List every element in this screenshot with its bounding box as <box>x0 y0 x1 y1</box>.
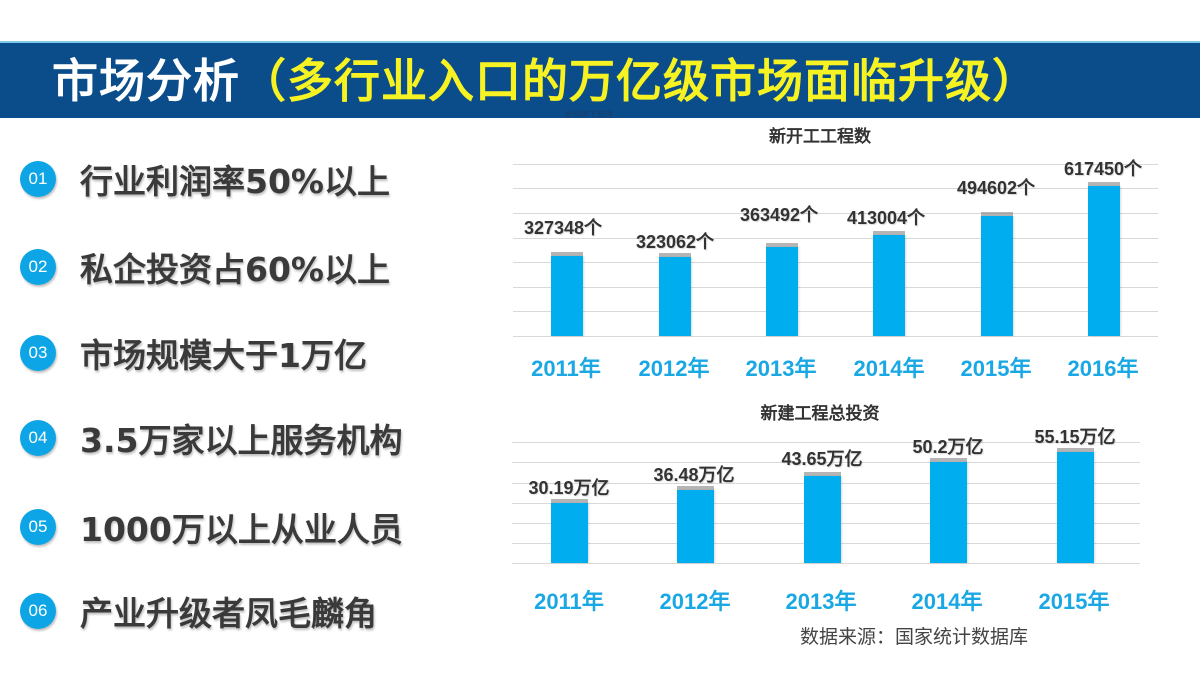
number-badge: 06 <box>20 593 56 629</box>
key-point-3: 03 市场规模大于1万亿 <box>20 328 367 378</box>
x-tick-label: 2012年 <box>659 589 731 614</box>
bar-2015 <box>981 216 1013 336</box>
x-tick-label: 2013年 <box>745 356 817 381</box>
bar-value-label: 36.48万亿 <box>653 465 735 485</box>
bar-value-label: 617450个 <box>1063 159 1143 179</box>
bar-2011 <box>551 256 583 336</box>
x-tick-label: 2015年 <box>960 356 1032 381</box>
x-axis-baseline <box>513 336 1158 337</box>
title-subtitle: （多行业入口的万亿级市场面临升级） <box>240 54 1039 108</box>
bar-2013 <box>766 247 798 336</box>
key-point-text: 产业升级者凤毛麟角 <box>80 594 377 633</box>
key-point-text: 行业利润率50%以上 <box>80 162 390 201</box>
x-tick-label: 2014年 <box>853 356 925 381</box>
x-tick-label: 2011年 <box>531 356 601 381</box>
bar-2013 <box>804 476 841 563</box>
key-point-4: 04 3.5万家以上服务机构 <box>20 413 402 463</box>
bar-2015 <box>1057 452 1094 563</box>
gridline <box>513 188 1158 189</box>
bar-2012 <box>659 257 691 336</box>
bar-value-label: 327348个 <box>523 218 603 238</box>
gridline <box>512 462 1140 463</box>
data-source-note: 数据来源：国家统计数据库 <box>800 626 1029 648</box>
number-badge: 02 <box>20 249 56 285</box>
gridline <box>512 442 1140 443</box>
title-banner: 市场分析（多行业入口的万亿级市场面临升级） 梧桐树下整理 <box>0 41 1200 119</box>
watermark: 梧桐树下整理 <box>565 110 613 119</box>
number-badge: 05 <box>20 509 56 545</box>
bar-value-label: 50.2万亿 <box>912 437 984 457</box>
gridline <box>513 213 1158 214</box>
key-point-text: 1000万以上从业人员 <box>80 510 403 549</box>
gridline <box>513 164 1158 165</box>
number-badge: 04 <box>20 420 56 456</box>
gridline <box>513 238 1158 239</box>
bar-value-label: 363492个 <box>739 205 819 225</box>
key-point-2: 02 私企投资占60%以上 <box>20 242 390 292</box>
key-point-1: 01 行业利润率50%以上 <box>20 154 390 204</box>
gridline <box>513 262 1158 263</box>
bar-value-label: 43.65万亿 <box>781 449 863 469</box>
x-tick-label: 2011年 <box>534 589 604 614</box>
x-tick-label: 2014年 <box>911 589 983 614</box>
chart-title: 新建工程总投资 <box>760 404 880 424</box>
bar-value-label: 413004个 <box>846 208 926 228</box>
number-badge: 03 <box>20 335 56 371</box>
key-point-text: 3.5万家以上服务机构 <box>80 421 403 460</box>
bar-2011 <box>551 503 588 563</box>
key-point-6: 06 产业升级者凤毛麟角 <box>20 586 377 636</box>
bar-value-label: 323062个 <box>635 232 715 252</box>
x-axis-baseline <box>512 563 1140 564</box>
key-point-text: 私企投资占60%以上 <box>80 250 390 289</box>
bar-2014 <box>930 462 967 563</box>
key-point-text: 市场规模大于1万亿 <box>80 336 367 375</box>
title-main: 市场分析 <box>52 54 240 108</box>
bar-2014 <box>873 235 905 336</box>
chart-title: 新开工工程数 <box>769 127 871 147</box>
key-point-5: 05 1000万以上从业人员 <box>20 502 403 552</box>
x-tick-label: 2016年 <box>1067 356 1139 381</box>
bar-2016 <box>1088 186 1120 336</box>
x-tick-label: 2013年 <box>785 589 857 614</box>
gridline <box>513 311 1158 312</box>
number-badge: 01 <box>20 161 56 197</box>
gridline <box>513 287 1158 288</box>
page-title: 市场分析（多行业入口的万亿级市场面临升级） <box>52 51 1039 111</box>
bar-value-label: 494602个 <box>956 178 1036 198</box>
x-tick-label: 2015年 <box>1038 589 1110 614</box>
bar-value-label: 30.19万亿 <box>528 478 610 498</box>
bar-value-label: 55.15万亿 <box>1034 427 1116 447</box>
bar-2012 <box>677 490 714 563</box>
x-tick-label: 2012年 <box>638 356 710 381</box>
